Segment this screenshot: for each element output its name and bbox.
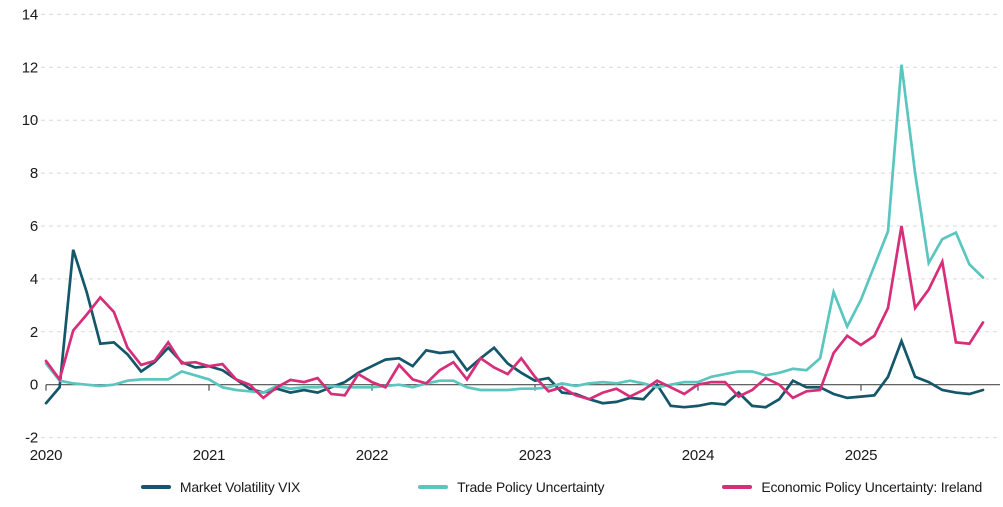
series-line-2 [44,225,985,401]
y-axis-label: 4 [30,271,38,288]
x-axis-label: 2024 [682,447,715,464]
chart-legend: Market Volatility VIX Trade Policy Uncert… [0,474,1003,500]
legend-swatch-icon [418,485,449,489]
legend-swatch-icon [722,485,753,489]
x-axis-label: 2021 [193,447,226,464]
legend-item-0: Market Volatility VIX [140,479,301,495]
y-axis-label: 8 [30,165,38,182]
x-axis-label: 2023 [519,447,552,464]
y-axis-label: 6 [30,218,38,235]
legend-label: Market Volatility VIX [179,479,301,495]
y-axis-label: 0 [30,377,38,394]
legend-swatch-icon [140,485,171,489]
y-axis-label: 14 [22,6,38,23]
x-axis-label: 2020 [30,447,63,464]
x-axis-label: 2025 [845,447,878,464]
legend-label: Trade Policy Uncertainty [457,479,605,495]
y-axis-label: -2 [25,430,38,447]
y-axis-label: 10 [22,112,38,129]
series-line-0 [44,249,985,409]
line-chart-plot: -2 0 2 4 6 8 10 12 14 2020 2021 2022 2023 2024 2025 [22,6,1000,464]
legend-item-1: Trade Policy Uncertainty [418,479,605,495]
legend-item-2: Economic Policy Uncertainty: Ireland [722,479,982,495]
legend-label: Economic Policy Uncertainty: Ireland [761,479,983,495]
y-axis-label: 2 [30,324,38,341]
y-axis-label: 12 [22,59,38,76]
chart-area: -2 0 2 4 6 8 10 12 14 2020 2021 2022 2023 2024 2025 [22,6,1000,464]
x-axis-label: 2022 [356,447,389,464]
series-line-1 [44,64,985,394]
